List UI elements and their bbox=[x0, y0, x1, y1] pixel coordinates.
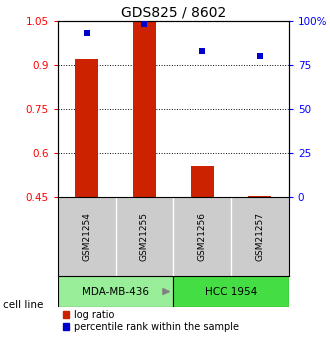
Bar bbox=[133, 21, 156, 197]
Text: GSM21254: GSM21254 bbox=[82, 213, 91, 262]
Bar bbox=[75, 59, 98, 197]
Bar bbox=[173, 276, 289, 307]
Text: HCC 1954: HCC 1954 bbox=[205, 287, 257, 297]
Text: cell line: cell line bbox=[3, 300, 44, 310]
Bar bbox=[248, 196, 271, 197]
Bar bbox=[191, 167, 214, 197]
Bar bbox=[58, 276, 173, 307]
Text: GSM21256: GSM21256 bbox=[198, 213, 207, 262]
Text: GSM21255: GSM21255 bbox=[140, 213, 149, 262]
Text: MDA-MB-436: MDA-MB-436 bbox=[82, 287, 149, 297]
Text: GSM21257: GSM21257 bbox=[255, 213, 264, 262]
Legend: log ratio, percentile rank within the sample: log ratio, percentile rank within the sa… bbox=[63, 310, 239, 332]
Title: GDS825 / 8602: GDS825 / 8602 bbox=[121, 6, 226, 20]
